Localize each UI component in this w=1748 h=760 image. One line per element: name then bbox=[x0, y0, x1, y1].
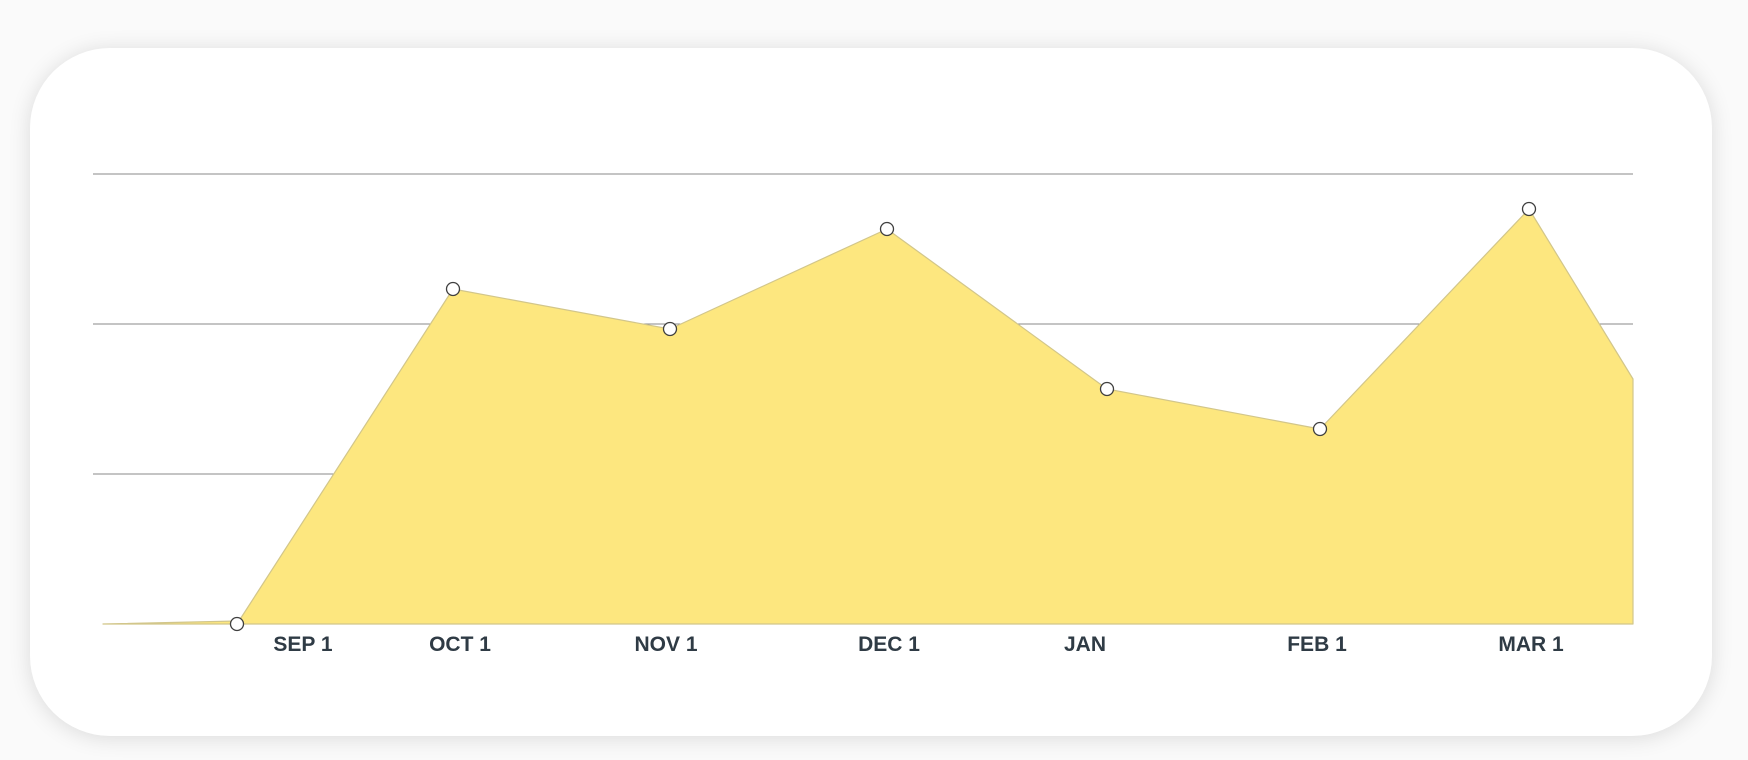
x-tick-label-sep-1: SEP 1 bbox=[273, 633, 332, 656]
data-point-mar-1[interactable] bbox=[1521, 201, 1537, 217]
data-point-oct-1[interactable] bbox=[445, 281, 461, 297]
x-axis-tick-labels: SEP 1 OCT 1 NOV 1 DEC 1 JAN FEB 1 MAR 1 bbox=[273, 633, 1564, 656]
data-point-nov-1[interactable] bbox=[662, 321, 678, 337]
area-series bbox=[102, 208, 1634, 625]
x-tick-label-feb-1: FEB 1 bbox=[1287, 633, 1347, 656]
x-tick-label-jan: JAN bbox=[1064, 633, 1106, 656]
x-tick-label-mar-1: MAR 1 bbox=[1498, 633, 1564, 656]
data-point-feb-1[interactable] bbox=[1312, 421, 1328, 437]
area-fill bbox=[102, 208, 1634, 625]
data-markers bbox=[229, 201, 1537, 632]
data-point-sep-1[interactable] bbox=[229, 616, 245, 632]
x-tick-label-nov-1: NOV 1 bbox=[634, 633, 697, 656]
data-point-dec-1[interactable] bbox=[879, 221, 895, 237]
data-point-jan[interactable] bbox=[1099, 381, 1115, 397]
x-tick-label-dec-1: DEC 1 bbox=[858, 633, 920, 656]
x-tick-label-oct-1: OCT 1 bbox=[429, 633, 491, 656]
